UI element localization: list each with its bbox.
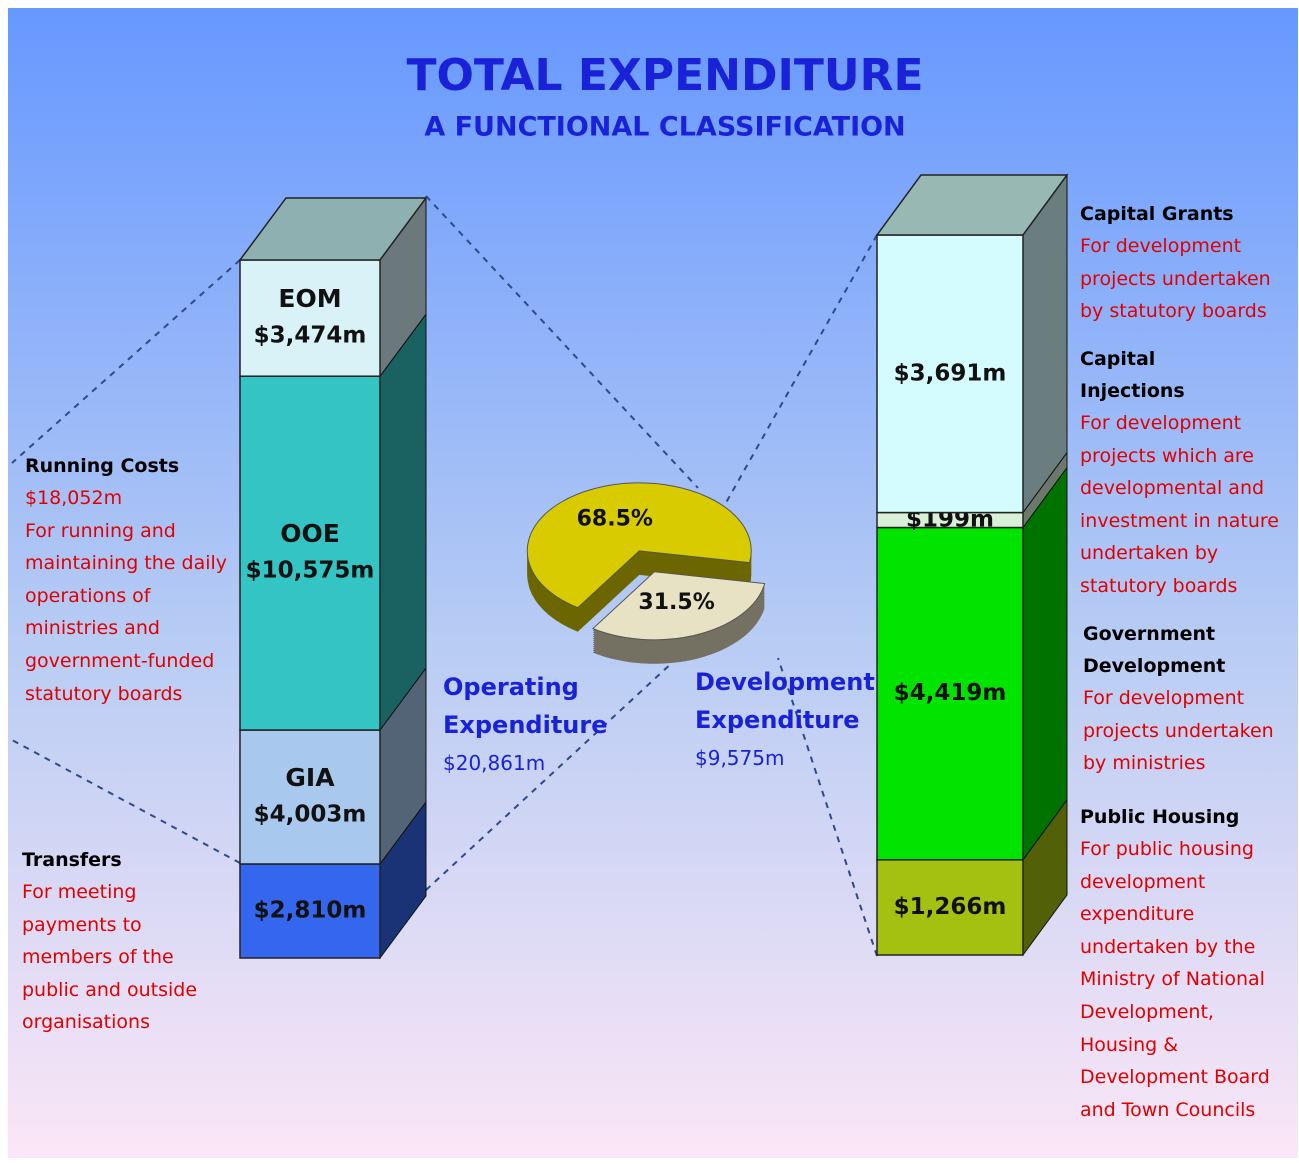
bar-total-amount: $20,861m	[443, 751, 546, 775]
segment-name: OOE	[280, 519, 340, 548]
subtitle: A FUNCTIONAL CLASSIFICATION	[424, 112, 905, 143]
bar-segment	[239, 729, 381, 865]
annotation-title: Transfers	[22, 849, 122, 871]
segment-value: $4,419m	[894, 680, 1007, 706]
bar-segment	[876, 234, 1024, 514]
segment-value: $3,691m	[894, 360, 1007, 386]
connector-lines	[11, 195, 878, 957]
annotation-text: For development projects which are devel…	[1080, 412, 1279, 597]
annotation-text: For public housing development expenditu…	[1080, 838, 1270, 1121]
annotation-title: Capital Injections	[1080, 348, 1185, 402]
segment-value: $10,575m	[246, 558, 375, 584]
annotation: Running Costs $18,052m For running and mai…	[25, 450, 235, 710]
bar-segment	[876, 526, 1024, 861]
bar-side	[1022, 465, 1068, 862]
segment-value: $4,003m	[254, 802, 367, 828]
bar-name: Development Expenditure	[695, 668, 875, 734]
annotation-text: For development projects undertaken by s…	[1080, 235, 1271, 323]
annotation: Transfers For meeting payments to members…	[22, 844, 232, 1039]
bar-segment	[239, 259, 381, 377]
bar-segment	[239, 375, 381, 731]
annotation: Capital Injections For development projec…	[1080, 343, 1290, 603]
annotation-title: Running Costs	[25, 455, 180, 477]
pie-label: 68.5%	[577, 507, 653, 532]
segment-name: GIA	[285, 763, 335, 792]
segment-value: $1,266m	[894, 894, 1007, 920]
bar-segment	[876, 859, 1024, 956]
pie-slice	[526, 482, 752, 609]
title: TOTAL EXPENDITURE	[406, 50, 923, 101]
annotation-title: Public Housing	[1080, 806, 1240, 828]
segment-value: $2,810m	[254, 897, 367, 923]
annotation-text: For running and maintaining the daily op…	[25, 519, 228, 705]
annotation-text: For meeting payments to members of the p…	[22, 881, 198, 1034]
bar-total: Development Expenditure $9,575m	[695, 663, 925, 777]
pie-label: 31.5%	[638, 590, 714, 615]
annotation: Government Development For development pr…	[1083, 618, 1295, 780]
segment-name: EOM	[278, 284, 341, 313]
pie-slice	[591, 571, 766, 641]
segment-value: $3,474m	[254, 323, 367, 349]
bar-top	[875, 174, 1069, 236]
annotation-text: For development projects undertaken by m…	[1083, 687, 1274, 775]
annotation: Capital Grants For development projects u…	[1080, 198, 1295, 328]
bar-segment	[239, 863, 381, 959]
infographic: TOTAL EXPENDITURE A FUNCTIONAL CLASSIFIC…	[8, 8, 1298, 1158]
bar-total: Operating Expenditure $20,861m	[443, 668, 673, 782]
bar-name: Operating Expenditure	[443, 673, 608, 739]
bar-side	[379, 312, 427, 732]
annotation-amount: $18,052m	[25, 487, 123, 509]
annotation-title: Government Development	[1083, 623, 1226, 677]
annotation-title: Capital Grants	[1080, 203, 1234, 225]
chart: TOTAL EXPENDITURE A FUNCTIONAL CLASSIFIC…	[11, 50, 1069, 960]
bar-top	[238, 197, 428, 261]
annotation: Public Housing For public housing develop…	[1080, 801, 1295, 1126]
bar-total-amount: $9,575m	[695, 746, 785, 770]
